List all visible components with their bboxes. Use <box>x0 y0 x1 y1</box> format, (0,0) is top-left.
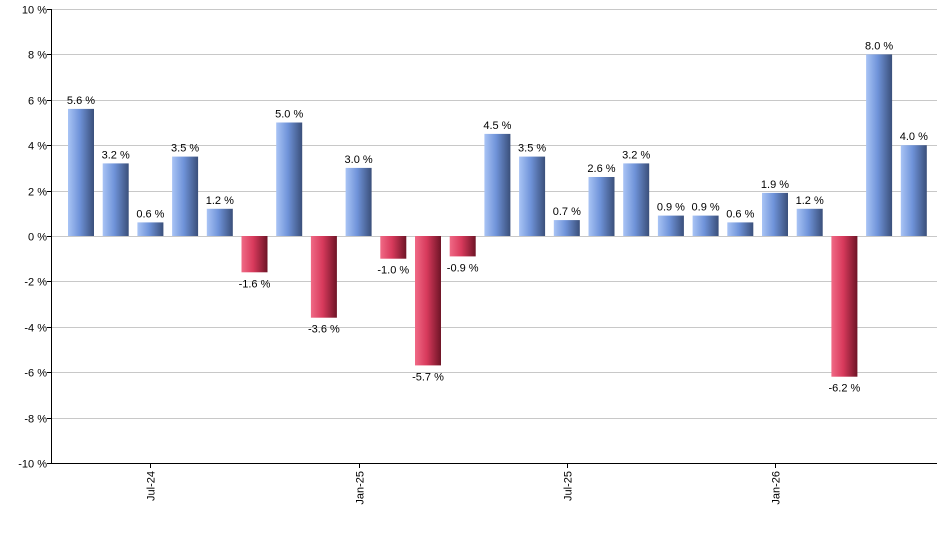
bar-value-label: 1.2 % <box>796 195 824 207</box>
bar-value-label: 5.0 % <box>275 109 303 121</box>
y-tick-label: -8 % <box>24 414 47 426</box>
bar-negative <box>241 236 268 273</box>
bar-positive <box>796 208 823 236</box>
bar-positive <box>102 163 129 236</box>
bar-positive <box>588 177 615 236</box>
y-tick-label: 0 % <box>28 232 47 244</box>
y-tick-label: 6 % <box>28 96 47 108</box>
y-tick-label: 4 % <box>28 141 47 153</box>
bar-value-label: 5.6 % <box>67 95 95 107</box>
bar-value-label: 1.9 % <box>761 179 789 191</box>
bar-value-label: -6.2 % <box>829 383 861 395</box>
x-tick-label: Jan-25 <box>355 471 367 505</box>
bar-value-label: -5.7 % <box>412 371 444 383</box>
bar-value-label: 3.5 % <box>171 143 199 155</box>
y-tick-label: 2 % <box>28 187 47 199</box>
bar-value-label: -0.9 % <box>447 262 479 274</box>
y-tick-label: 10 % <box>22 5 47 17</box>
bar-value-label: 8.0 % <box>865 40 893 52</box>
bar-value-label: 0.9 % <box>657 202 685 214</box>
bar-negative <box>449 236 476 257</box>
bar-value-label: 4.0 % <box>900 131 928 143</box>
x-tick-label: Jan-26 <box>771 471 783 505</box>
gridlines <box>51 9 937 464</box>
bar-negative <box>831 236 858 377</box>
y-tick-label: 8 % <box>28 50 47 62</box>
bar-value-label: 3.2 % <box>102 149 130 161</box>
y-tick-label: -10 % <box>18 459 47 471</box>
bar-value-label: -1.6 % <box>239 278 271 290</box>
bar-negative <box>415 236 441 366</box>
bar-positive <box>762 192 788 236</box>
bar-value-label: 2.6 % <box>587 163 615 175</box>
bar-positive <box>276 122 303 236</box>
bar-value-label: 0.6 % <box>726 208 754 220</box>
bar-value-label: 3.0 % <box>345 154 373 166</box>
bar-negative <box>380 236 407 259</box>
bar-value-label: 0.7 % <box>553 206 581 218</box>
bars <box>68 54 927 377</box>
bar-value-label: 3.5 % <box>518 143 546 155</box>
bar-positive <box>866 54 893 237</box>
bar-positive <box>68 108 94 236</box>
bar-value-label: 1.2 % <box>206 195 234 207</box>
bar-positive <box>345 167 372 236</box>
bar-positive <box>519 156 546 236</box>
bar-positive <box>727 222 754 236</box>
y-tick-label: -4 % <box>24 323 47 335</box>
bar-negative <box>310 236 337 318</box>
bar-positive <box>657 215 684 236</box>
bar-value-label: 4.5 % <box>483 120 511 132</box>
bar-value-label: -3.6 % <box>308 324 340 336</box>
axes: -10 % -8 % -6 % -4 % -2 % 0 % 2 % 4 % 6 % 8 % 10 %… <box>18 5 937 505</box>
bar-positive <box>553 220 580 236</box>
data-labels: 5.6 % 3.2 % 0.6 % 3.5 % 1.2 % -1.6 % 5.0 % -3.6… <box>67 40 928 394</box>
y-tick-label: -2 % <box>24 277 47 289</box>
bar-value-label: 0.9 % <box>692 202 720 214</box>
bar-value-label: 3.2 % <box>622 149 650 161</box>
bar-value-label: 0.6 % <box>136 208 164 220</box>
bar-positive <box>623 163 650 236</box>
bar-positive <box>137 222 164 236</box>
bar-positive <box>484 133 511 236</box>
bar-positive <box>900 145 927 236</box>
x-tick-label: Jul-25 <box>563 471 575 501</box>
bar-positive <box>692 215 719 236</box>
bar-positive <box>206 208 233 236</box>
bar-positive <box>172 156 199 236</box>
y-tick-label: -6 % <box>24 368 47 380</box>
x-tick-label: Jul-24 <box>146 471 158 501</box>
bar-value-label: -1.0 % <box>377 265 409 277</box>
